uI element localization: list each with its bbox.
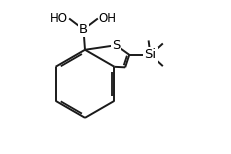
Text: OH: OH	[98, 12, 116, 25]
Text: B: B	[79, 23, 88, 36]
Text: Si: Si	[144, 48, 156, 61]
Text: HO: HO	[50, 12, 68, 25]
Text: S: S	[111, 39, 120, 52]
